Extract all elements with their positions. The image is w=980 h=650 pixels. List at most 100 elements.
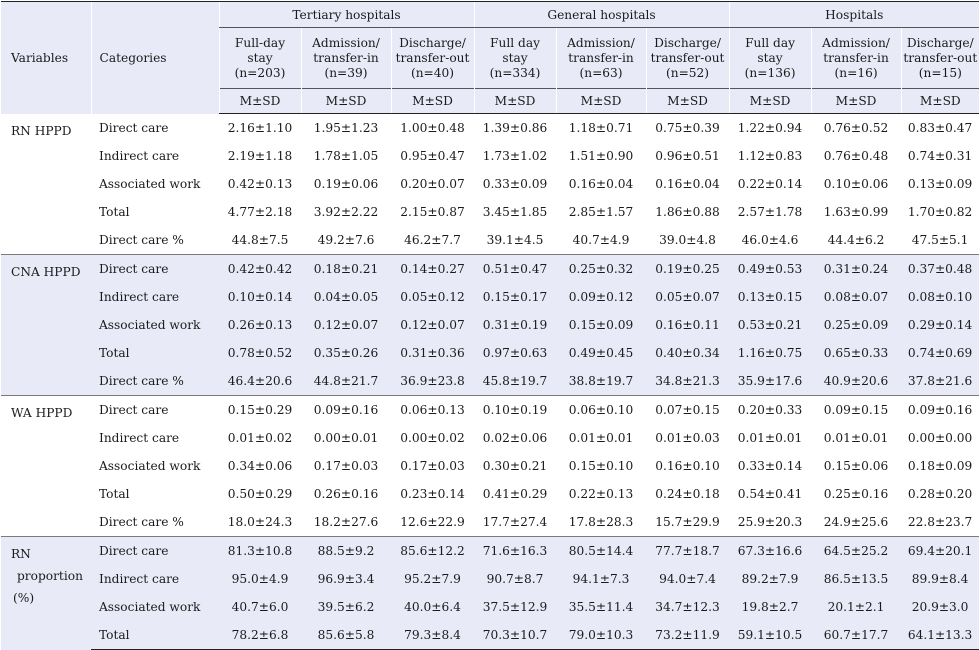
value-cell: 0.31±0.19 (474, 311, 557, 339)
msd-header: M±SD (218, 88, 301, 114)
subcol-header-line: Discharge/ (399, 35, 466, 50)
value-cell: 0.16±0.04 (655, 177, 720, 191)
value-cell: 79.0±10.3 (556, 621, 647, 650)
value-cell: 0.35±0.26 (301, 339, 391, 367)
msd-header: M±SD (728, 88, 812, 114)
value-cell: 1.18±0.71 (568, 121, 634, 135)
value-cell: 37.8±21.6 (901, 367, 980, 396)
table-row: RN proportion (%) Direct care 81.3±10.8 88.5±… (1, 536, 980, 650)
variable-cell: WA HPPD (1, 395, 91, 537)
value-cell: 0.06±0.13 (391, 395, 475, 424)
value-cell: 17.8±28.3 (568, 515, 634, 529)
value-cell: 96.9±3.4 (301, 565, 391, 593)
value-cell: 0.96±0.51 (655, 149, 720, 163)
subcol-header-line: transfer-in (313, 50, 379, 65)
value-cell: 17.7±27.4 (482, 515, 548, 529)
value-cell: 0.50±0.29 (227, 487, 293, 501)
value-cell: 80.5±14.4 (556, 536, 647, 565)
value-cell: 0.95±0.47 (400, 149, 465, 163)
value-cell: 86.5±13.5 (811, 565, 902, 593)
table-row: Total 0.78±0.52 0.35±0.26 0.31±0.36 0.97±0.6… (1, 339, 980, 367)
value-cell: 20.1±2.1 (811, 593, 902, 621)
category-cell: Associated work (91, 311, 219, 339)
subcol-header-line: Admission/ (822, 35, 890, 50)
value-cell: 95.0±4.9 (219, 565, 301, 593)
value-cell: 0.16±0.11 (646, 311, 730, 339)
value-cell: 15.7±29.9 (655, 515, 720, 529)
value-cell: 1.70±0.82 (907, 205, 973, 219)
value-cell: 0.25±0.09 (811, 311, 902, 339)
value-cell: 46.0±4.6 (741, 233, 799, 247)
value-cell: 0.51±0.47 (474, 254, 557, 283)
value-cell: 70.3±10.7 (474, 621, 557, 650)
value-cell: 0.78±0.52 (219, 339, 301, 367)
value-cell: 0.16±0.04 (568, 177, 634, 191)
variable-label-line: CNA HPPD (11, 265, 81, 279)
category-cell: Direct care (91, 254, 219, 283)
value-cell: 0.53±0.21 (729, 311, 812, 339)
subcol-header: Full day stay (n=136) (728, 27, 812, 89)
value-cell: 0.76±0.48 (823, 149, 889, 163)
subcol-header-line: (n=16) (834, 65, 878, 80)
variable-cell: RN proportion (%) (1, 536, 91, 650)
value-cell: 89.2±7.9 (729, 565, 812, 593)
value-cell: 94.0±7.4 (646, 565, 730, 593)
msd-header: M±SD (300, 88, 391, 114)
category-cell: Direct care % (91, 367, 219, 396)
subcol-header-line: (n=40) (410, 65, 455, 80)
value-cell: 0.09±0.15 (811, 395, 902, 424)
value-cell: 0.19±0.25 (646, 254, 730, 283)
value-cell: 0.09±0.16 (301, 395, 391, 424)
value-cell: 3.45±1.85 (482, 205, 548, 219)
msd-header: M±SD (473, 88, 557, 114)
value-cell: 0.42±0.42 (219, 254, 301, 283)
category-cell: Direct care % (99, 515, 184, 529)
msd-header: M±SD (900, 88, 980, 114)
value-cell: 0.12±0.07 (301, 311, 391, 339)
value-cell: 24.9±25.6 (823, 515, 889, 529)
value-cell: 0.15±0.06 (823, 459, 889, 473)
category-cell: Indirect care (91, 565, 219, 593)
value-cell: 0.04±0.05 (301, 283, 391, 311)
variable-label-line: RN HPPD (11, 123, 72, 138)
value-cell: 46.2±7.7 (404, 233, 461, 247)
value-cell: 0.02±0.06 (482, 431, 548, 445)
msd-header: M±SD (645, 88, 730, 114)
value-cell: 0.22±0.13 (568, 487, 634, 501)
value-cell: 0.97±0.63 (474, 339, 557, 367)
value-cell: 0.09±0.16 (901, 395, 980, 424)
value-cell: 85.6±5.8 (301, 621, 391, 650)
value-cell: 39.0±4.8 (659, 233, 716, 247)
subcol-header: Full day stay (n=334) (473, 27, 557, 89)
value-cell: 45.8±19.7 (474, 367, 557, 396)
header-row-groups: Variables Categories Tertiary hospitals … (1, 1, 980, 114)
subcol-header-line: Admission/ (567, 35, 635, 50)
value-cell: 46.4±20.6 (219, 367, 301, 396)
value-cell: 0.10±0.06 (823, 177, 889, 191)
table-row: Indirect care 2.19±1.18 1.78±1.05 0.95±0.47… (1, 142, 979, 170)
value-cell: 44.8±21.7 (301, 367, 391, 396)
value-cell: 1.78±1.05 (313, 149, 379, 163)
subcol-header: Admission/transfer-in (n=63) (555, 27, 647, 89)
subcol-header-line: transfer-out (650, 50, 725, 65)
value-cell: 64.1±13.3 (901, 621, 980, 650)
value-cell: 1.16±0.75 (729, 339, 812, 367)
subcol-header-line: Discharge/ (654, 35, 721, 50)
variable-label-line: proportion (17, 569, 83, 583)
table-row: Associated work 0.42±0.13 0.19±0.06 0.20±0.… (1, 170, 979, 198)
category-cell: Indirect care (99, 431, 180, 445)
value-cell: 25.9±20.3 (737, 515, 803, 529)
value-cell: 2.15±0.87 (400, 205, 465, 219)
subcol-header-line: (n=136) (744, 65, 796, 80)
value-cell: 71.6±16.3 (474, 536, 557, 565)
table-row: Indirect care 0.01±0.02 0.00±0.01 0.00±0.02… (1, 424, 979, 452)
table-row: WA HPPD Direct care 0.15±0.29 0.09±0.16 0.06… (1, 395, 980, 537)
category-cell: Associated work (99, 177, 201, 191)
value-cell: 20.9±3.0 (901, 593, 980, 621)
value-cell: 22.8±23.7 (907, 515, 973, 529)
value-cell: 0.25±0.16 (823, 487, 889, 501)
value-cell: 0.26±0.16 (313, 487, 379, 501)
table-row: CNA HPPD Direct care 0.42±0.42 0.18±0.21 0.1… (1, 254, 980, 396)
value-cell: 12.6±22.9 (400, 515, 465, 529)
value-cell: 0.01±0.01 (568, 431, 634, 445)
